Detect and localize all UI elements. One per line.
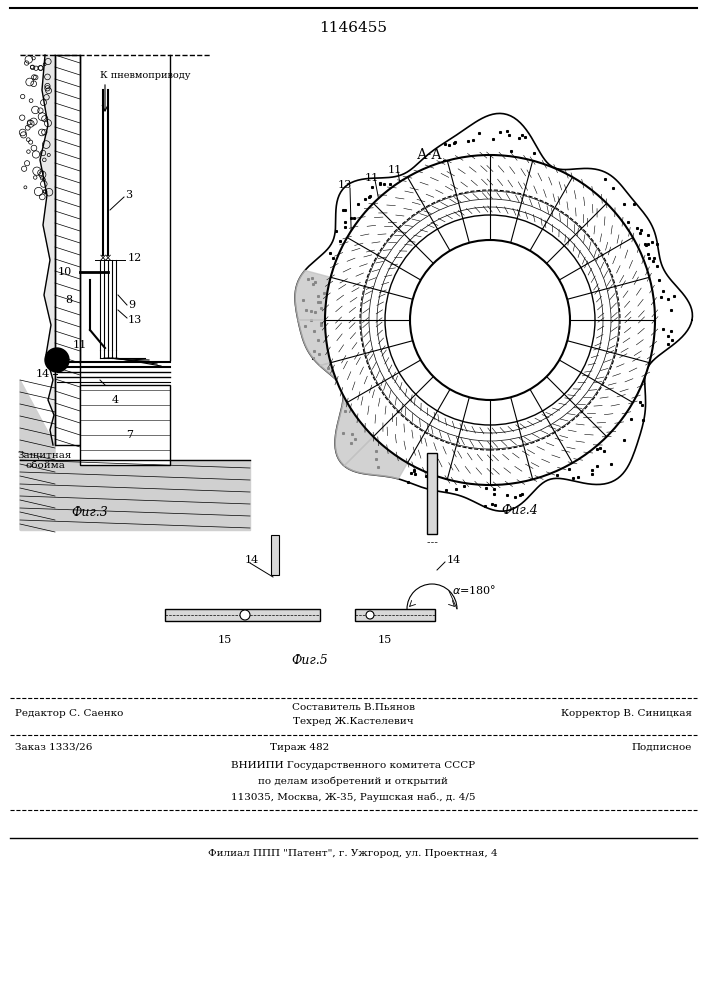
Polygon shape	[295, 270, 331, 320]
Text: 14: 14	[447, 555, 461, 565]
Polygon shape	[20, 460, 250, 530]
Text: ВНИИПИ Государственного комитета СССР: ВНИИПИ Государственного комитета СССР	[231, 760, 475, 770]
Text: 10: 10	[58, 267, 72, 277]
Text: по делам изобретений и открытий: по делам изобретений и открытий	[258, 776, 448, 786]
Text: 14: 14	[245, 555, 259, 565]
Circle shape	[240, 610, 250, 620]
Text: Заказ 1333/26: Заказ 1333/26	[15, 742, 93, 752]
Text: 11: 11	[73, 340, 87, 350]
Polygon shape	[320, 363, 347, 405]
Polygon shape	[344, 437, 407, 479]
Text: Корректор В. Синицкая: Корректор В. Синицкая	[561, 710, 692, 718]
Text: 1146455: 1146455	[319, 21, 387, 35]
Text: 15: 15	[218, 635, 232, 645]
Text: 12: 12	[128, 253, 142, 263]
Bar	[80, 385, 170, 465]
Polygon shape	[298, 320, 331, 366]
Text: 113035, Москва, Ж-35, Раушская наб., д. 4/5: 113035, Москва, Ж-35, Раушская наб., д. …	[230, 792, 475, 802]
Bar	[165, 609, 320, 621]
Text: $\alpha$=180°: $\alpha$=180°	[452, 584, 496, 596]
Text: 9: 9	[128, 300, 135, 310]
Text: 13: 13	[338, 180, 352, 190]
Bar	[355, 609, 435, 621]
Text: Подписное: Подписное	[631, 742, 692, 752]
Text: Фиг.3: Фиг.3	[71, 506, 108, 518]
Text: Филиал ППП "Патент", г. Ужгород, ул. Проектная, 4: Филиал ППП "Патент", г. Ужгород, ул. Про…	[208, 850, 498, 858]
Bar	[427, 453, 437, 534]
Text: 15: 15	[378, 635, 392, 645]
Text: Фиг.5: Фиг.5	[291, 654, 328, 666]
Text: Тираж 482: Тираж 482	[270, 742, 329, 752]
Text: 2: 2	[516, 408, 524, 422]
Text: 13: 13	[128, 315, 142, 325]
Polygon shape	[20, 380, 55, 530]
Text: 7: 7	[127, 430, 134, 440]
Polygon shape	[20, 55, 55, 445]
Circle shape	[410, 240, 570, 400]
Text: 11: 11	[365, 173, 379, 183]
Text: А-А: А-А	[417, 148, 443, 162]
Circle shape	[366, 611, 374, 619]
Text: Фиг.4: Фиг.4	[502, 504, 538, 516]
Text: Редактор С. Саенко: Редактор С. Саенко	[15, 710, 124, 718]
Circle shape	[45, 348, 69, 372]
Text: Составитель В.Пьянов: Составитель В.Пьянов	[291, 702, 414, 712]
Text: 14: 14	[36, 369, 50, 379]
Text: ×: ×	[104, 253, 112, 263]
Text: ×: ×	[99, 253, 107, 263]
Text: Техред Ж.Кастелевич: Техред Ж.Кастелевич	[293, 718, 414, 726]
Text: 8: 8	[65, 295, 72, 305]
Circle shape	[325, 155, 655, 485]
Text: 11: 11	[388, 165, 402, 175]
Bar	[55, 55, 80, 445]
Bar	[271, 535, 279, 575]
Text: 4: 4	[112, 395, 119, 405]
Text: Защитная
обойма: Защитная обойма	[18, 450, 72, 470]
Text: 1: 1	[426, 424, 434, 436]
Polygon shape	[335, 402, 373, 466]
Text: К пневмоприводу: К пневмоприводу	[100, 70, 190, 80]
Text: 3: 3	[125, 190, 132, 200]
